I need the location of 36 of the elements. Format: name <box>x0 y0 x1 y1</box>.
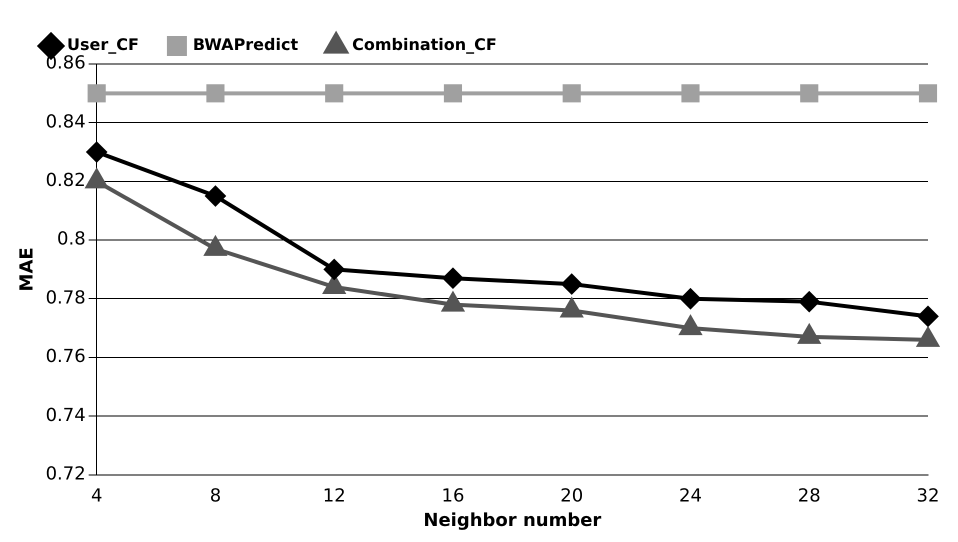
point <box>800 84 818 102</box>
point <box>444 84 462 102</box>
y-tick-label: 0.74 <box>46 404 86 426</box>
y-axis-title: MAE <box>16 247 38 292</box>
legend-label: User_CF <box>67 35 139 54</box>
legend-label: Combination_CF <box>352 35 497 54</box>
point <box>562 84 581 102</box>
x-tick-label: 16 <box>442 485 464 506</box>
point <box>204 236 226 256</box>
point <box>918 84 938 102</box>
y-tick-label: 0.84 <box>46 111 86 132</box>
x-axis-title: Neighbor number <box>423 510 602 531</box>
point <box>206 84 225 102</box>
point <box>88 84 106 102</box>
x-tick-label: 8 <box>210 485 222 506</box>
point <box>798 324 820 344</box>
point <box>325 84 344 102</box>
y-tick-label: 0.82 <box>46 170 86 192</box>
point <box>442 292 464 312</box>
x-tick-label: 24 <box>679 485 702 506</box>
legend-label: BWAPredict <box>192 35 298 54</box>
point <box>681 84 700 102</box>
x-tick-label: 12 <box>322 485 346 506</box>
point <box>917 328 939 347</box>
x-tick-label: 32 <box>916 485 940 506</box>
y-tick-label: 0.78 <box>46 287 86 308</box>
y-tick-label: 0.8 <box>57 228 86 250</box>
point <box>561 298 582 318</box>
point <box>86 142 107 162</box>
y-tick-label: 0.72 <box>46 463 86 484</box>
x-tick-label: 20 <box>560 485 584 506</box>
x-tick-label: 28 <box>798 485 821 506</box>
point <box>205 186 226 206</box>
x-tick-label: 4 <box>90 485 102 506</box>
y-tick-label: 0.76 <box>46 346 86 368</box>
point <box>680 316 702 336</box>
